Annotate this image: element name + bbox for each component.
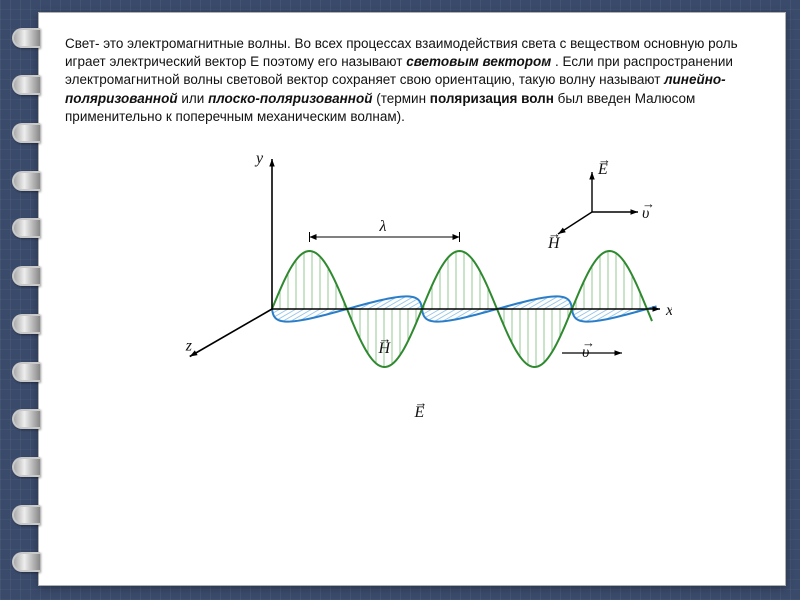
svg-text:→: → <box>379 331 392 346</box>
binding-ring <box>12 314 40 334</box>
axis-y-label: y <box>254 150 264 167</box>
text-run: (термин <box>376 91 430 106</box>
text-run: или <box>181 91 208 106</box>
term-light-vector: световым вектором <box>406 54 551 69</box>
svg-text:→: → <box>415 395 428 410</box>
binding-ring <box>12 266 40 286</box>
lambda-label: λ <box>379 218 387 235</box>
binding-ring <box>12 552 40 572</box>
binding-ring <box>12 75 40 95</box>
binding-ring <box>12 28 40 48</box>
svg-text:→: → <box>642 196 655 211</box>
svg-text:→: → <box>582 335 595 350</box>
diagram-container: xyzλE→H→υ→E→H→υ→ <box>65 144 759 454</box>
term-plane-polarized: плоско-поляризованной <box>208 91 372 106</box>
binding-ring <box>12 171 40 191</box>
svg-text:→: → <box>598 152 611 167</box>
binding-ring <box>12 409 40 429</box>
binding-ring <box>12 457 40 477</box>
notebook-binding <box>12 0 40 600</box>
axis-z-label: z <box>185 338 193 355</box>
binding-ring <box>12 218 40 238</box>
binding-ring <box>12 505 40 525</box>
term-polarization: поляризация волн <box>430 91 554 106</box>
axis-x-label: x <box>665 302 672 319</box>
svg-text:→: → <box>548 226 561 241</box>
binding-ring <box>12 362 40 382</box>
body-paragraph: Свет- это электромагнитные волны. Во все… <box>65 35 759 126</box>
page: Свет- это электромагнитные волны. Во все… <box>38 12 786 586</box>
em-wave-diagram: xyzλE→H→υ→E→H→υ→ <box>152 144 672 454</box>
binding-ring <box>12 123 40 143</box>
